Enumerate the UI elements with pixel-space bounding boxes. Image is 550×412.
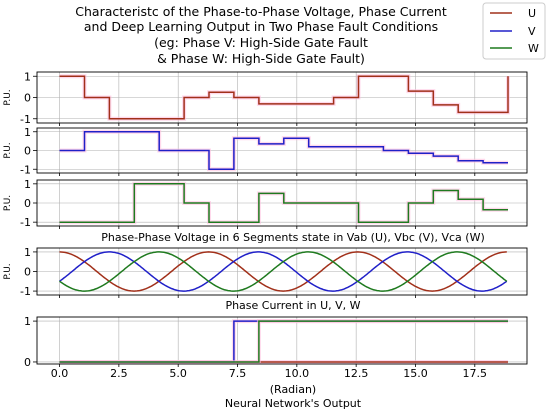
series-line-u (59, 251, 507, 292)
series-line-u (59, 75, 509, 120)
y-axis-label: P.U. (3, 89, 13, 105)
series-halo-v (59, 319, 508, 364)
x-tick-label: 12.5 (344, 367, 369, 380)
series-line-w (59, 251, 508, 292)
subplot-5-title: Phase Current in U, V, W (225, 299, 360, 312)
title-line-2: and Deep Learning Output in Two Phase Fa… (84, 19, 438, 34)
subplot-phase-u: -1 0 1 P.U. (3, 70, 528, 126)
series-line-v (59, 320, 508, 363)
y-tick-label: 0 (24, 145, 31, 158)
x-tick-label: 15.0 (403, 367, 428, 380)
x-tick-label: 10.0 (285, 367, 310, 380)
axes-frame (36, 247, 528, 296)
legend: U V W (482, 2, 546, 60)
x-tick-label: 17.5 (463, 367, 488, 380)
y-axis-label: P.U. (3, 142, 13, 158)
axes-frame (36, 179, 528, 227)
legend-frame (482, 2, 546, 60)
title-line-4: & Phase W: High-Side Gate Fault) (157, 51, 365, 66)
subplot-phase-v: -1 0 1 P.U. (3, 126, 528, 176)
y-tick-label: 0 (24, 266, 31, 279)
axes-frame (36, 71, 528, 124)
x-tick-labels: 0.0 2.5 5.0 7.5 10.0 12.5 15.0 17.5 (51, 367, 487, 380)
subplot-phase-current: 01 (24, 315, 528, 369)
x-tick-label: 0.0 (51, 367, 69, 380)
subplot-phase-phase-voltage: -1 0 1 P.U. (3, 246, 528, 298)
legend-label-u: U (528, 7, 536, 20)
y-tick-label: -1 (20, 163, 31, 176)
y-tick-label: 1 (24, 70, 31, 83)
y-tick-label: -1 (20, 216, 31, 229)
x-tick-label: 5.0 (169, 367, 187, 380)
x-tick-label: 2.5 (110, 367, 128, 380)
series-line-w (59, 183, 508, 223)
x-tick-label: 7.5 (229, 367, 247, 380)
title-line-1: Characteristc of the Phase-to-Phase Volt… (75, 4, 447, 19)
title-line-3: (eg: Phase V: High-Side Gate Fault (154, 35, 368, 50)
series-halo-w (59, 319, 508, 364)
y-tick-label: 0 (24, 197, 31, 210)
x-axis-label-output: Neural Network's Output (225, 397, 362, 410)
y-tick-label: -1 (20, 285, 31, 298)
axes-frame (36, 316, 528, 365)
axes-frame (36, 127, 528, 174)
subplot-phase-w: -1 0 1 P.U. (3, 178, 528, 229)
y-tick-label: 0 (24, 92, 31, 105)
series-line-v (59, 131, 508, 171)
y-tick-label: -1 (20, 113, 31, 126)
figure-title: Characteristc of the Phase-to-Phase Volt… (75, 4, 447, 66)
y-axis-label: P.U. (3, 195, 13, 211)
subplot-4-title: Phase-Phase Voltage in 6 Segments state … (101, 231, 485, 244)
series-line-w (59, 320, 508, 363)
y-tick-label: 1 (24, 178, 31, 191)
legend-label-v: V (528, 25, 536, 38)
y-tick-label: 0 (24, 356, 31, 369)
legend-label-w: W (528, 42, 539, 55)
y-tick-label: 1 (24, 315, 31, 328)
y-tick-label: 1 (24, 246, 31, 259)
x-axis-label: (Radian) (270, 383, 316, 396)
y-axis-label: P.U. (3, 263, 13, 279)
y-tick-label: 1 (24, 126, 31, 139)
